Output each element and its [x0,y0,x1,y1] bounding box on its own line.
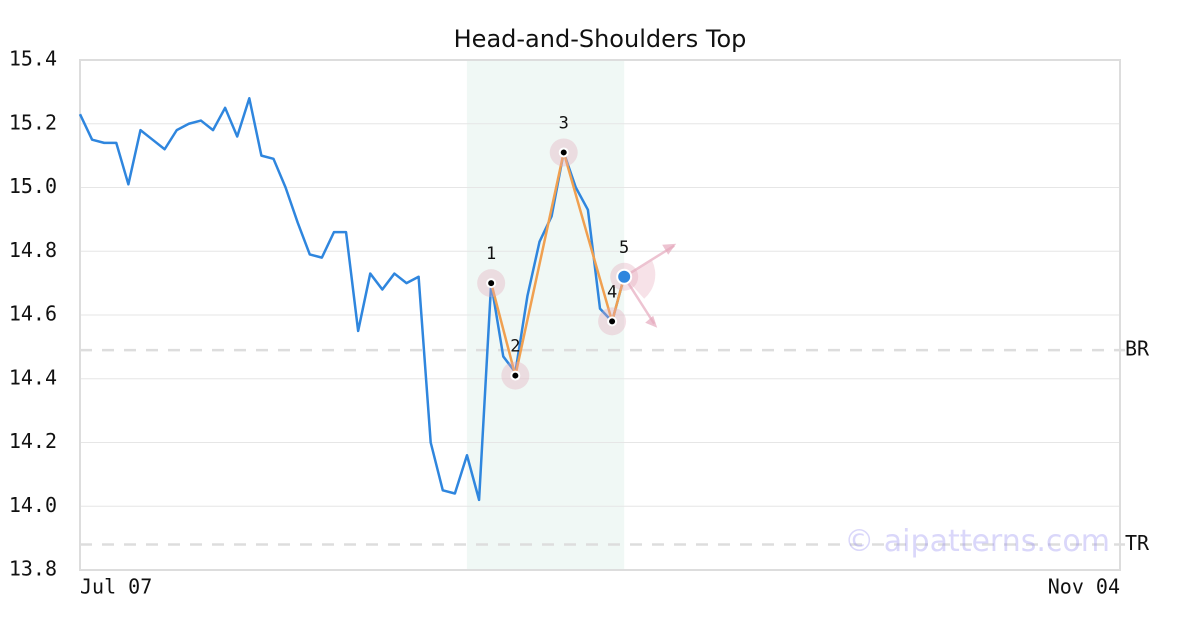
projection-cone [624,260,656,299]
pivot-label: 5 [619,238,629,258]
level-label: BR [1125,337,1150,361]
y-tick-label: 15.2 [9,110,57,134]
chart-title: Head-and-Shoulders Top [454,25,747,53]
pivot-label: 1 [486,244,496,264]
projection-arrow [623,244,675,278]
level-label: TR [1125,531,1150,555]
pivot-point [486,278,497,289]
pivot-point [607,316,618,327]
arrow-head [662,243,677,255]
y-tick-label: 14.6 [9,302,57,326]
x-tick-label: Jul 07 [80,575,152,599]
y-tick-label: 15.0 [9,174,57,198]
price-line [78,97,626,502]
pivot-point [616,268,633,285]
plot-frame [79,59,1121,571]
pivot-label: 4 [607,282,617,302]
x-tick-label: Nov 04 [1048,575,1120,599]
projection-arrow [623,276,656,325]
y-tick-label: 13.8 [9,557,57,581]
arrow-head [645,315,658,328]
y-tick-label: 14.8 [9,238,57,262]
watermark: © aipatterns.com [844,524,1110,559]
pivot-label: 3 [559,113,569,133]
y-tick-label: 14.0 [9,493,57,517]
pivot-point [558,147,569,158]
y-tick-label: 14.2 [9,429,57,453]
y-tick-label: 15.4 [9,47,57,71]
pivot-point [510,370,521,381]
y-tick-label: 14.4 [9,365,57,389]
pivot-label: 2 [510,337,520,357]
